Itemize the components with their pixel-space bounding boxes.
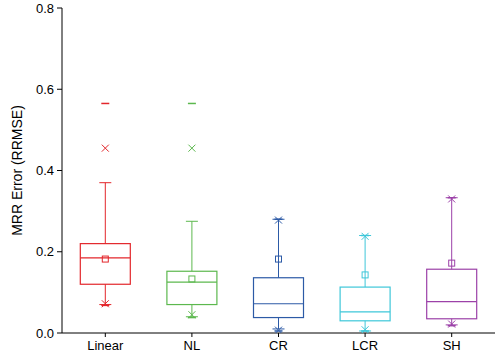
y-tick — [57, 89, 62, 90]
y-tick-label: 0.8 — [36, 1, 54, 16]
x-tick — [278, 333, 279, 337]
percentile-marker — [362, 233, 369, 240]
whisker-cap-high — [446, 197, 458, 198]
x-tick-label: Linear — [87, 338, 124, 353]
max-marker — [361, 235, 369, 237]
percentile-marker — [275, 217, 282, 224]
chart: 0.0 0.2 0.4 0.6 0.8 MRR Error (RRMSE) Linear NL… — [0, 0, 500, 355]
whisker-cap-low — [273, 328, 285, 329]
box — [427, 269, 477, 319]
min-marker — [101, 305, 109, 307]
x-tick — [451, 333, 452, 337]
whisker-cap-high — [359, 235, 371, 236]
whisker-low — [105, 284, 106, 304]
whisker-cap-low — [359, 330, 371, 331]
plot-area — [80, 103, 476, 333]
whisker-cap-low — [186, 316, 198, 317]
mean-marker — [362, 272, 368, 278]
x-tick — [365, 333, 366, 337]
percentile-marker — [188, 311, 195, 318]
x-tick — [105, 333, 106, 337]
max-marker — [275, 219, 283, 221]
mean-marker — [189, 276, 195, 282]
x-tick-label: CR — [269, 338, 288, 353]
box — [80, 244, 130, 285]
x-tick-label: SH — [443, 338, 461, 353]
min-marker — [275, 330, 283, 332]
percentile-marker — [102, 300, 109, 307]
box-group — [167, 103, 217, 318]
whisker-high — [278, 219, 279, 278]
median — [254, 303, 304, 304]
percentile-marker — [102, 145, 109, 152]
whisker-cap-high — [186, 221, 198, 222]
box — [167, 271, 217, 304]
box — [340, 287, 390, 321]
whisker-cap-high — [99, 182, 111, 183]
whisker-high — [365, 236, 366, 288]
box-group — [80, 103, 130, 307]
y-tick-label: 0.4 — [36, 163, 54, 178]
whisker-high — [451, 198, 452, 270]
median — [80, 257, 130, 258]
percentile-marker — [448, 321, 455, 328]
max-marker — [188, 103, 196, 105]
median — [427, 301, 477, 302]
mean-marker — [276, 256, 282, 262]
percentile-marker — [188, 145, 195, 152]
min-marker — [361, 330, 369, 332]
min-marker — [448, 325, 456, 327]
y-tick — [57, 8, 62, 9]
max-marker — [448, 197, 456, 199]
percentile-marker — [448, 195, 455, 202]
median — [340, 311, 390, 312]
y-tick — [57, 251, 62, 252]
box-group — [427, 195, 477, 327]
whisker-high — [105, 183, 106, 244]
y-axis-label: MRR Error (RRMSE) — [9, 105, 25, 236]
whisker-low — [278, 318, 279, 329]
x-tick-label: NL — [184, 338, 201, 353]
x-tick-label: LCR — [352, 338, 378, 353]
percentile-marker — [275, 327, 282, 333]
box — [254, 278, 304, 318]
max-marker — [101, 103, 109, 105]
whisker-cap-high — [273, 219, 285, 220]
mean-marker — [449, 260, 455, 266]
whisker-high — [191, 221, 192, 271]
mean-marker — [102, 256, 108, 262]
y-tick-label: 0.2 — [36, 244, 54, 259]
box-group — [254, 217, 304, 333]
y-tick — [57, 333, 62, 334]
box-group — [340, 233, 390, 333]
x-tick — [191, 333, 192, 337]
percentile-marker — [362, 326, 369, 333]
min-marker — [188, 317, 196, 319]
y-tick — [57, 170, 62, 171]
y-tick-label: 0.6 — [36, 82, 54, 97]
y-tick-label: 0.0 — [36, 326, 54, 341]
